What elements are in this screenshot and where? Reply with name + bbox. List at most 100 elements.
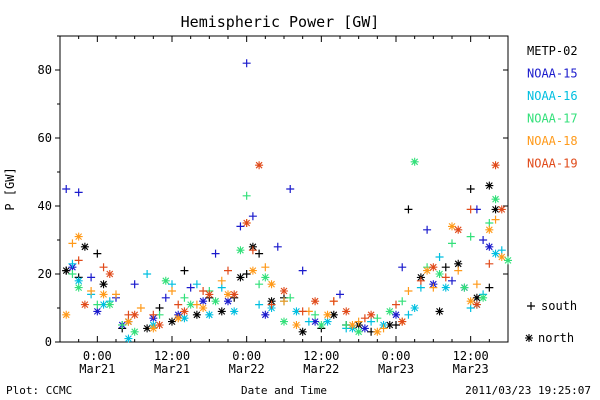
- marker-legend-label: north: [538, 331, 574, 345]
- north-point: [497, 253, 506, 261]
- north-point: [466, 297, 475, 306]
- north-point: [491, 205, 500, 214]
- legend-entry: NOAA-18: [527, 134, 578, 148]
- south-point: [217, 283, 226, 292]
- south-point: [286, 293, 295, 302]
- south-point: [186, 283, 195, 292]
- north-point: [485, 181, 494, 190]
- south-point: [93, 300, 102, 309]
- north-point: [130, 310, 139, 319]
- south-point: [466, 185, 475, 193]
- south-point: [485, 259, 494, 268]
- south-point: [68, 239, 77, 248]
- north-point: [124, 317, 133, 326]
- y-axis-label: P [GW]: [3, 167, 17, 210]
- series-noaa-19: [74, 161, 506, 329]
- north-point: [80, 300, 89, 309]
- north-point: [385, 321, 394, 329]
- south-point: [441, 273, 450, 282]
- north-point: [491, 249, 500, 258]
- south-point: [404, 310, 413, 319]
- north-point: [261, 273, 270, 282]
- x-axis-label: Date and Time: [241, 384, 327, 397]
- south-point: [143, 270, 152, 278]
- north-point: [354, 327, 363, 336]
- y-tick-label: 0: [45, 335, 52, 349]
- south-point: [497, 246, 506, 255]
- north-point: [224, 297, 232, 306]
- south-point: [248, 212, 257, 221]
- north-point: [472, 300, 481, 309]
- south-point: [161, 293, 170, 302]
- legend-entry: NOAA-19: [527, 157, 578, 171]
- north-point: [292, 321, 301, 329]
- north-point: [323, 317, 332, 326]
- x-axis: 0:00Mar2112:00Mar210:00Mar2212:00Mar220:…: [59, 36, 509, 376]
- north-point: [174, 314, 183, 323]
- north-point: [410, 304, 419, 312]
- north-point: [105, 300, 114, 309]
- south-point: [74, 188, 83, 197]
- x-tick-date-label: Mar23: [453, 362, 489, 376]
- south-point: [304, 317, 313, 326]
- north-point: [261, 310, 270, 319]
- north-point: [323, 310, 332, 319]
- series-metp-02: [62, 181, 500, 336]
- north-point: [62, 266, 71, 275]
- south-point: [74, 256, 83, 265]
- north-point: [199, 297, 208, 306]
- north-point: [192, 310, 201, 319]
- y-axis: 0 20 40 60 80: [38, 35, 508, 349]
- north-point: [525, 334, 533, 342]
- legend-entry: NOAA-16: [527, 89, 578, 103]
- south-point: [298, 266, 307, 275]
- south-point: [261, 263, 270, 272]
- south-point: [180, 293, 189, 302]
- north-point: [217, 307, 226, 316]
- x-tick-time-label: 0:00: [83, 349, 112, 363]
- y-tick-label: 60: [38, 131, 52, 145]
- south-point: [466, 232, 475, 241]
- north-point: [149, 324, 158, 333]
- south-point: [248, 246, 257, 255]
- south-point: [68, 270, 77, 278]
- north-point: [448, 222, 456, 231]
- south-point: [136, 304, 145, 312]
- north-point: [423, 266, 432, 275]
- north-point: [248, 266, 257, 275]
- south-point: [99, 263, 108, 272]
- north-point: [230, 307, 239, 316]
- north-point: [105, 270, 114, 278]
- timestamp: 2011/03/23 19:25:07: [465, 384, 591, 397]
- north-point: [199, 304, 208, 312]
- north-point: [460, 283, 469, 292]
- north-point: [472, 293, 481, 302]
- series-noaa-17: [68, 157, 512, 336]
- north-point: [311, 317, 320, 326]
- north-point: [454, 225, 463, 234]
- north-point: [130, 327, 139, 336]
- north-point: [485, 225, 494, 234]
- south-point: [329, 297, 338, 306]
- south-point: [448, 276, 456, 285]
- north-point: [497, 205, 506, 214]
- north-point: [360, 324, 369, 333]
- south-point: [466, 205, 475, 214]
- north-point: [224, 290, 232, 299]
- south-point: [360, 314, 369, 323]
- north-point: [311, 297, 320, 306]
- legend-entry: NOAA-15: [527, 67, 578, 81]
- north-point: [180, 314, 189, 323]
- south-point: [224, 266, 232, 275]
- south-point: [398, 263, 407, 272]
- marker-legend: south north: [525, 299, 577, 345]
- south-point: [180, 266, 189, 275]
- legend-entry: NOAA-17: [527, 112, 578, 126]
- north-point: [292, 307, 301, 316]
- north-point: [267, 280, 276, 289]
- plot-credit: Plot: CCMC: [6, 384, 72, 397]
- north-point: [62, 310, 71, 319]
- north-point: [485, 242, 494, 251]
- x-tick-time-label: 12:00: [303, 349, 339, 363]
- south-point: [336, 290, 344, 299]
